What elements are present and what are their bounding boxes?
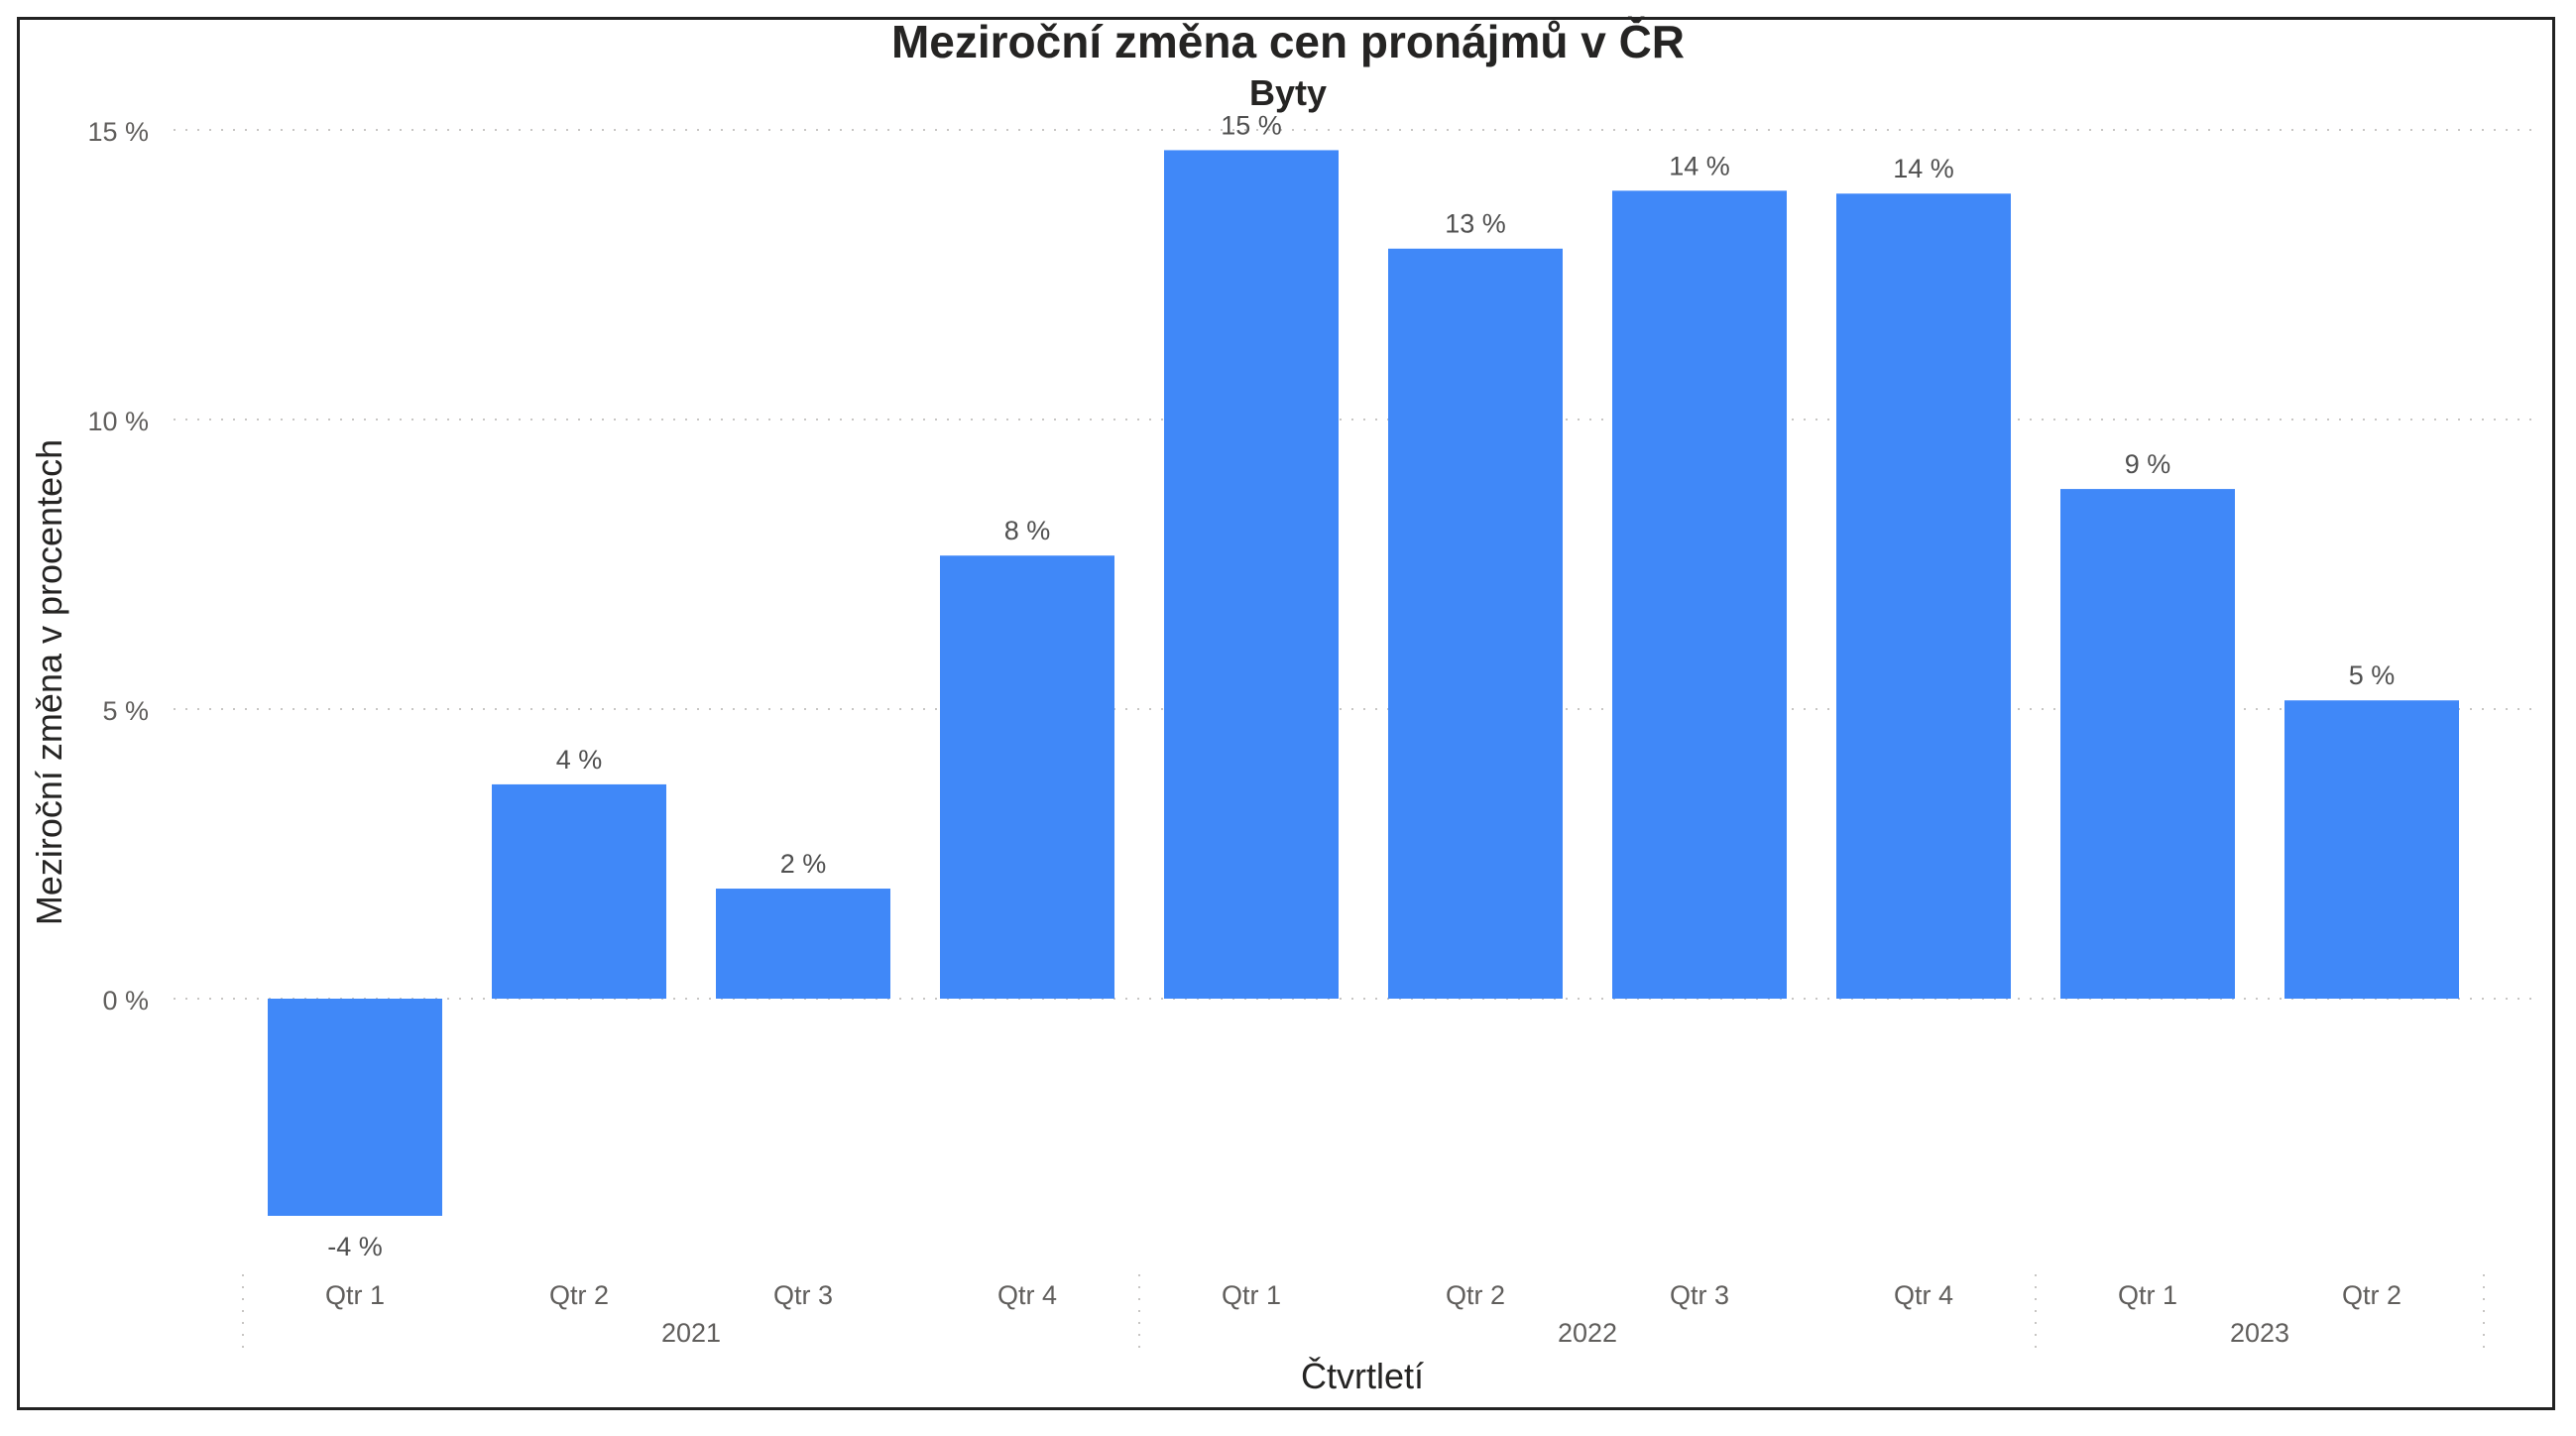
data-label: 13 % (1445, 209, 1506, 239)
x-tick-label: Qtr 2 (549, 1280, 609, 1310)
x-group-label: 2021 (661, 1318, 721, 1348)
y-tick-label: 5 % (102, 696, 149, 726)
bar (492, 783, 666, 999)
bar (268, 999, 442, 1216)
data-label: 5 % (2349, 660, 2396, 690)
data-label: 4 % (556, 745, 603, 775)
chart-frame (17, 17, 2555, 1410)
data-label: 14 % (1669, 151, 1730, 180)
x-tick-label: Qtr 4 (997, 1280, 1057, 1310)
y-tick-label: 10 % (87, 407, 149, 436)
bar (1388, 248, 1563, 1000)
data-label: -4 % (327, 1232, 383, 1261)
bar (2060, 489, 2235, 1000)
data-label: 15 % (1221, 110, 1282, 140)
x-tick-label: Qtr 3 (773, 1280, 833, 1310)
bar (2284, 700, 2459, 999)
bar (1164, 150, 1339, 999)
x-tick-label: Qtr 2 (2342, 1280, 2401, 1310)
x-tick-label: Qtr 2 (1446, 1280, 1505, 1310)
chart-title: Meziroční změna cen pronájmů v ČR (891, 16, 1685, 67)
x-group-label: 2022 (1558, 1318, 1617, 1348)
x-axis-title: Čtvrtletí (1301, 1356, 1424, 1396)
x-tick-label: Qtr 3 (1670, 1280, 1729, 1310)
bar (940, 555, 1114, 999)
x-tick-label: Qtr 1 (2118, 1280, 2177, 1310)
data-label: 9 % (2125, 449, 2171, 479)
x-tick-label: Qtr 1 (325, 1280, 385, 1310)
y-tick-label: 15 % (87, 117, 149, 147)
x-group-label: 2023 (2230, 1318, 2289, 1348)
x-axis: Qtr 1 Qtr 2 Qtr 3 Qtr 4 Qtr 1 Qtr 2 Qtr 3 Qtr 4… (242, 1274, 2485, 1354)
bar (1836, 193, 2011, 1000)
data-label: 14 % (1893, 154, 1954, 183)
data-label: 2 % (780, 849, 827, 879)
bar (1612, 190, 1787, 999)
bar (716, 889, 890, 999)
y-axis-title: Meziroční změna v procentech (29, 439, 69, 925)
y-axis: 0 % 5 % 10 % 15 % (87, 117, 149, 1016)
x-tick-label: Qtr 1 (1222, 1280, 1281, 1310)
x-tick-label: Qtr 4 (1894, 1280, 1953, 1310)
bars: -4 % 4 % 2 % 8 % 15 % 13 % 14 % 14 % 9 % 5 % (268, 110, 2459, 1261)
y-tick-label: 0 % (102, 986, 149, 1016)
chart-subtitle: Byty (1249, 72, 1327, 113)
data-label: 8 % (1004, 516, 1051, 545)
